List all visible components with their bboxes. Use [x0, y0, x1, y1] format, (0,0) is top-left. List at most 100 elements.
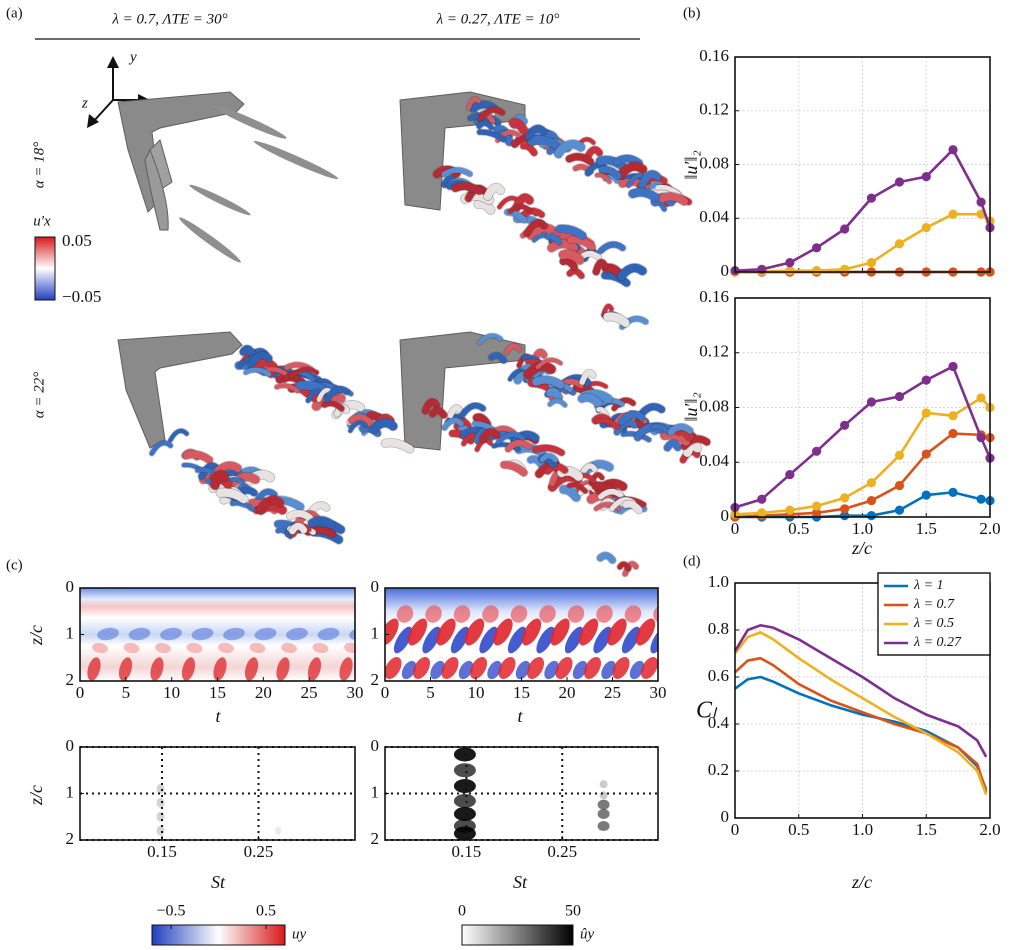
- panel-label: (c): [6, 557, 23, 573]
- y-tick-label: 0.16: [699, 287, 729, 306]
- marker: [894, 450, 905, 461]
- marker: [866, 397, 877, 407]
- tube: [683, 440, 702, 457]
- tube: [596, 552, 616, 564]
- y-tick-label: 0.04: [699, 451, 729, 470]
- panel-label: (b): [683, 5, 701, 21]
- heatmap-texture: [80, 747, 355, 840]
- tube: [583, 146, 603, 161]
- colorbar-label: u′x: [33, 213, 51, 229]
- heatmap: [385, 747, 658, 840]
- colorbar-tick-label: −0.5: [156, 903, 185, 920]
- tube: [483, 183, 505, 201]
- x-tick-label: 0: [731, 519, 740, 538]
- heatmap-texture: [425, 605, 442, 623]
- y-tick-label: 0.4: [708, 713, 730, 732]
- tube: [472, 413, 491, 428]
- heatmap-texture: [453, 826, 476, 840]
- tube: [477, 333, 503, 345]
- tube: [476, 120, 494, 131]
- heatmap-texture: [507, 626, 527, 654]
- row-label: α = 18°: [31, 142, 47, 189]
- y-tick-label: 0.12: [699, 342, 729, 361]
- x-tick-label: 0.25: [547, 842, 577, 861]
- heatmap-texture: [521, 618, 542, 646]
- colorbar-tick-label: −0.05: [62, 287, 101, 306]
- tube: [601, 303, 614, 318]
- marker: [976, 494, 986, 504]
- tube: [559, 257, 578, 271]
- x-tick-label: 20: [559, 683, 576, 702]
- triad-arrowhead: [87, 56, 150, 128]
- heatmap-texture: [275, 826, 282, 835]
- tube: [601, 271, 631, 287]
- heatmap-texture: [97, 627, 119, 641]
- tube: [616, 162, 648, 180]
- heatmap-texture: [155, 642, 171, 654]
- tube: [474, 199, 495, 215]
- marker: [785, 257, 795, 268]
- heatmap-texture: [550, 618, 570, 646]
- heatmap-texture: [596, 605, 613, 623]
- y-tick-label: 0.2: [708, 760, 729, 779]
- marker: [785, 266, 795, 276]
- heatmap-texture: [597, 821, 610, 832]
- marker: [894, 505, 905, 515]
- heatmap-texture: [344, 642, 355, 654]
- heatmap-texture: [385, 657, 402, 679]
- heatmap-texture: [464, 618, 485, 646]
- marker: [948, 145, 958, 155]
- heatmap-texture: [526, 657, 545, 679]
- heatmap-texture: [87, 657, 101, 681]
- y-tick-label: 0: [371, 577, 380, 596]
- heatmap-texture: [539, 605, 556, 623]
- panel-label: (a): [6, 5, 23, 21]
- y-axis-label: Cₗ: [696, 698, 718, 724]
- tube: [554, 139, 586, 158]
- tube: [603, 312, 630, 327]
- tube: [505, 439, 532, 453]
- colorbar-tick-label: 0: [458, 903, 466, 920]
- heatmap-texture: [396, 605, 414, 623]
- tube: [421, 398, 440, 415]
- marker: [812, 508, 822, 518]
- marker: [866, 511, 877, 521]
- heatmap-texture: [536, 626, 555, 654]
- y-tick-label: 1: [371, 782, 380, 801]
- heatmap-texture: [487, 660, 502, 680]
- tube: [663, 439, 682, 452]
- heatmap-texture: [276, 657, 290, 681]
- heatmap-texture: [599, 791, 608, 800]
- heatmap-texture: [393, 626, 413, 654]
- colorbar-tick-label: 0.5: [256, 903, 276, 920]
- colorbar-label: ûy: [580, 926, 595, 942]
- marker: [948, 428, 958, 439]
- x-tick-label: 2.0: [979, 820, 1000, 839]
- heatmap-texture: [249, 642, 266, 654]
- y-tick-label: 1: [66, 623, 75, 642]
- heatmap-texture: [385, 618, 399, 646]
- heatmap-texture: [92, 642, 108, 654]
- y-axis-label: z/c: [26, 785, 46, 806]
- tube: [535, 357, 563, 370]
- heatmap-texture: [621, 626, 641, 654]
- tube: [544, 233, 562, 246]
- tube: [674, 426, 694, 441]
- marker: [757, 494, 767, 504]
- plot-frame: [734, 582, 991, 819]
- heatmap-texture: [498, 657, 516, 679]
- tube: [479, 428, 501, 443]
- x-tick-label: 20: [255, 683, 272, 702]
- heatmap-texture: [441, 657, 459, 679]
- y-tick-label: 0: [721, 506, 730, 525]
- plot-frame: [79, 587, 356, 682]
- tube: [249, 358, 278, 372]
- tube: [348, 420, 368, 433]
- tube: [381, 438, 414, 453]
- y-tick-label: 0: [721, 261, 730, 280]
- marker: [948, 487, 958, 497]
- marker: [812, 501, 822, 511]
- triad-label: y: [128, 49, 137, 65]
- tube: [527, 455, 546, 469]
